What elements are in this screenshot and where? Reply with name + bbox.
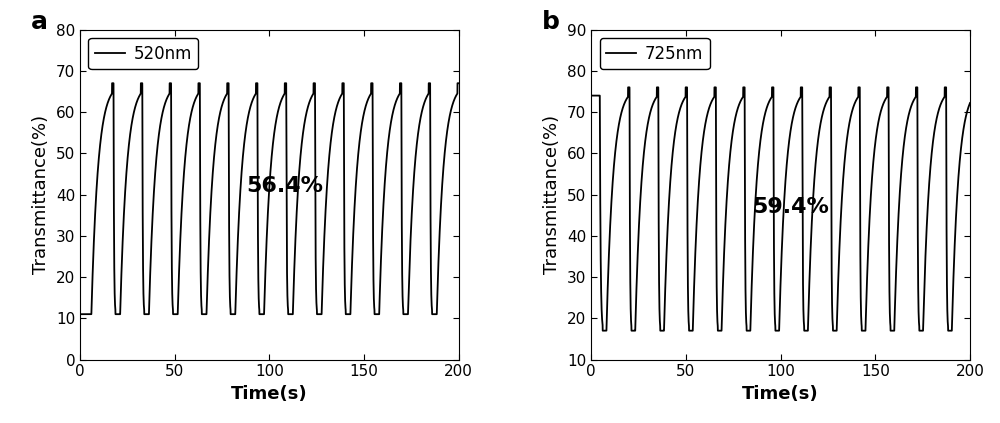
- Y-axis label: Transmittance(%): Transmittance(%): [543, 115, 561, 274]
- Text: 59.4%: 59.4%: [752, 197, 829, 217]
- X-axis label: Time(s): Time(s): [231, 385, 308, 403]
- Text: a: a: [31, 10, 48, 34]
- X-axis label: Time(s): Time(s): [742, 385, 819, 403]
- Legend: 725nm: 725nm: [600, 38, 710, 69]
- Legend: 520nm: 520nm: [88, 38, 198, 69]
- Text: b: b: [542, 10, 560, 34]
- Y-axis label: Transmittance(%): Transmittance(%): [32, 115, 50, 274]
- Text: 56.4%: 56.4%: [247, 176, 324, 196]
